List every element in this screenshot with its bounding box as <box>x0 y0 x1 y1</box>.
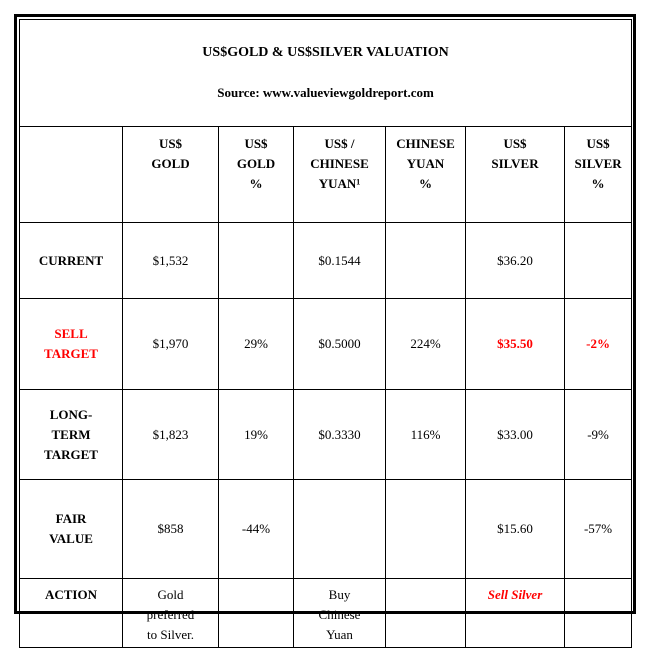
page-title: US$GOLD & US$SILVER VALUATION <box>202 45 449 60</box>
cell-fair-value-usd-gold-pct: -44% <box>218 479 294 579</box>
cell-sell-target-usd-gold: $1,970 <box>122 298 219 390</box>
title-row: US$GOLD & US$SILVER VALUATION Source: ww… <box>18 19 633 127</box>
cell-fair-value-chinese-yuan-pct <box>385 479 466 579</box>
source-line: Source: www.valueviewgoldreport.com <box>217 85 434 100</box>
row-label-long-term-target: LONG- TERM TARGET <box>19 389 123 480</box>
cell-long-term-usd-chinese-yuan: $0.3330 <box>293 389 386 480</box>
table-row-fair-value: FAIR VALUE $858 -44% $15.60 -57% <box>19 479 633 579</box>
valuation-table: US$GOLD & US$SILVER VALUATION Source: ww… <box>18 19 633 648</box>
valuation-table-frame: US$GOLD & US$SILVER VALUATION Source: ww… <box>14 14 636 648</box>
title-cell: US$GOLD & US$SILVER VALUATION Source: ww… <box>18 19 633 127</box>
cell-current-usd-chinese-yuan: $0.1544 <box>293 222 386 299</box>
cell-fair-value-usd-gold: $858 <box>122 479 219 579</box>
cell-long-term-usd-gold: $1,823 <box>122 389 219 480</box>
table-row-action: ACTION Gold preferred to Silver. Buy Chi… <box>19 578 633 648</box>
cell-current-usd-gold: $1,532 <box>122 222 219 299</box>
row-label-fair-value: FAIR VALUE <box>19 479 123 579</box>
column-header-usd-silver-pct: US$ SILVER % <box>563 126 633 223</box>
row-label-current: CURRENT <box>19 222 123 299</box>
cell-fair-value-usd-silver-pct: -57% <box>563 479 633 579</box>
cell-long-term-usd-silver: $33.00 <box>465 389 565 480</box>
column-header-row: US$ GOLD US$ GOLD % US$ / CHINESE YUAN¹ … <box>19 126 633 223</box>
cell-action-usd-chinese-yuan: Buy Chinese Yuan <box>293 578 386 648</box>
row-label-action: ACTION <box>19 578 123 648</box>
column-header-usd-gold-pct: US$ GOLD % <box>218 126 294 223</box>
table-row-current: CURRENT $1,532 $0.1544 $36.20 <box>19 222 633 299</box>
cell-current-usd-silver-pct <box>563 222 633 299</box>
table-row-long-term-target: LONG- TERM TARGET $1,823 19% $0.3330 116… <box>19 389 633 480</box>
cell-sell-target-usd-chinese-yuan: $0.5000 <box>293 298 386 390</box>
cell-sell-target-usd-gold-pct: 29% <box>218 298 294 390</box>
column-header-usd-gold: US$ GOLD <box>122 126 219 223</box>
row-label-sell-target: SELL TARGET <box>19 298 123 390</box>
cell-current-chinese-yuan-pct <box>385 222 466 299</box>
cell-sell-target-usd-silver-pct: -2% <box>563 298 633 390</box>
cell-action-usd-silver: Sell Silver <box>465 578 565 648</box>
column-header-usd-chinese-yuan: US$ / CHINESE YUAN¹ <box>293 126 386 223</box>
cell-fair-value-usd-chinese-yuan <box>293 479 386 579</box>
cell-action-usd-gold: Gold preferred to Silver. <box>122 578 219 648</box>
cell-long-term-chinese-yuan-pct: 116% <box>385 389 466 480</box>
cell-current-usd-gold-pct <box>218 222 294 299</box>
cell-long-term-usd-silver-pct: -9% <box>563 389 633 480</box>
cell-action-chinese-yuan-pct <box>385 578 466 648</box>
cell-fair-value-usd-silver: $15.60 <box>465 479 565 579</box>
cell-sell-target-usd-silver: $35.50 <box>465 298 565 390</box>
cell-current-usd-silver: $36.20 <box>465 222 565 299</box>
cell-action-usd-gold-pct <box>218 578 294 648</box>
column-header-chinese-yuan-pct: CHINESE YUAN % <box>385 126 466 223</box>
cell-action-usd-silver-pct <box>563 578 633 648</box>
corner-cell <box>19 126 123 223</box>
cell-sell-target-chinese-yuan-pct: 224% <box>385 298 466 390</box>
column-header-usd-silver: US$ SILVER <box>465 126 565 223</box>
cell-long-term-usd-gold-pct: 19% <box>218 389 294 480</box>
table-row-sell-target: SELL TARGET $1,970 29% $0.5000 224% $35.… <box>19 298 633 390</box>
